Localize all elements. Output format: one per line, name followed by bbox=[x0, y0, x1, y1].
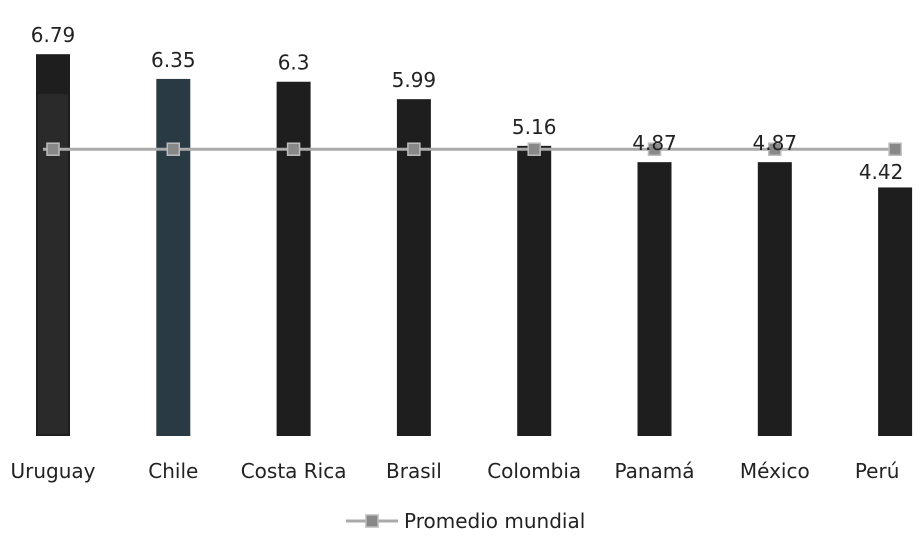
average-line-layer bbox=[43, 142, 902, 156]
bar-costa-rica bbox=[276, 81, 311, 436]
value-label: 6.79 bbox=[31, 23, 76, 47]
category-label: México bbox=[740, 459, 810, 483]
value-label: 4.87 bbox=[632, 131, 677, 155]
average-marker-brasil bbox=[407, 142, 421, 156]
average-marker-chile bbox=[166, 142, 181, 156]
value-label: 5.16 bbox=[512, 115, 557, 139]
value-labels-layer: 6.79 6.35 6.3 5.99 5.16 4.87 4.87 4.42 bbox=[31, 23, 904, 184]
value-label: 4.42 bbox=[859, 160, 904, 184]
category-labels-layer: Uruguay Chile Costa Rica Brasil Colombia Pana… bbox=[11, 459, 900, 483]
average-marker-costa-rica bbox=[286, 142, 301, 156]
category-label: Panamá bbox=[614, 459, 694, 483]
bar-colombia bbox=[517, 145, 552, 436]
category-label: Chile bbox=[148, 459, 198, 483]
value-label: 4.87 bbox=[753, 131, 798, 155]
bars-layer bbox=[36, 54, 913, 436]
category-label: Uruguay bbox=[11, 459, 96, 483]
category-label: Costa Rica bbox=[241, 459, 347, 483]
bar-panamá bbox=[637, 162, 672, 436]
average-marker-perú bbox=[888, 142, 902, 156]
value-label: 6.35 bbox=[151, 48, 196, 72]
bar-chile bbox=[156, 78, 191, 436]
bar-méxico bbox=[757, 162, 792, 436]
legend-marker-swatch bbox=[365, 514, 379, 528]
legend: Promedio mundial bbox=[346, 509, 585, 533]
average-marker-colombia bbox=[527, 142, 541, 156]
bar-perú bbox=[878, 187, 913, 436]
value-label: 5.99 bbox=[392, 68, 437, 92]
category-label: Brasil bbox=[386, 459, 442, 483]
average-marker-méxico bbox=[768, 142, 782, 156]
value-label: 6.3 bbox=[278, 51, 310, 75]
average-marker-panamá bbox=[647, 142, 662, 156]
average-marker-uruguay bbox=[46, 142, 60, 156]
category-label: Colombia bbox=[487, 459, 581, 483]
category-label: Perú bbox=[855, 459, 900, 483]
legend-label: Promedio mundial bbox=[404, 509, 585, 533]
